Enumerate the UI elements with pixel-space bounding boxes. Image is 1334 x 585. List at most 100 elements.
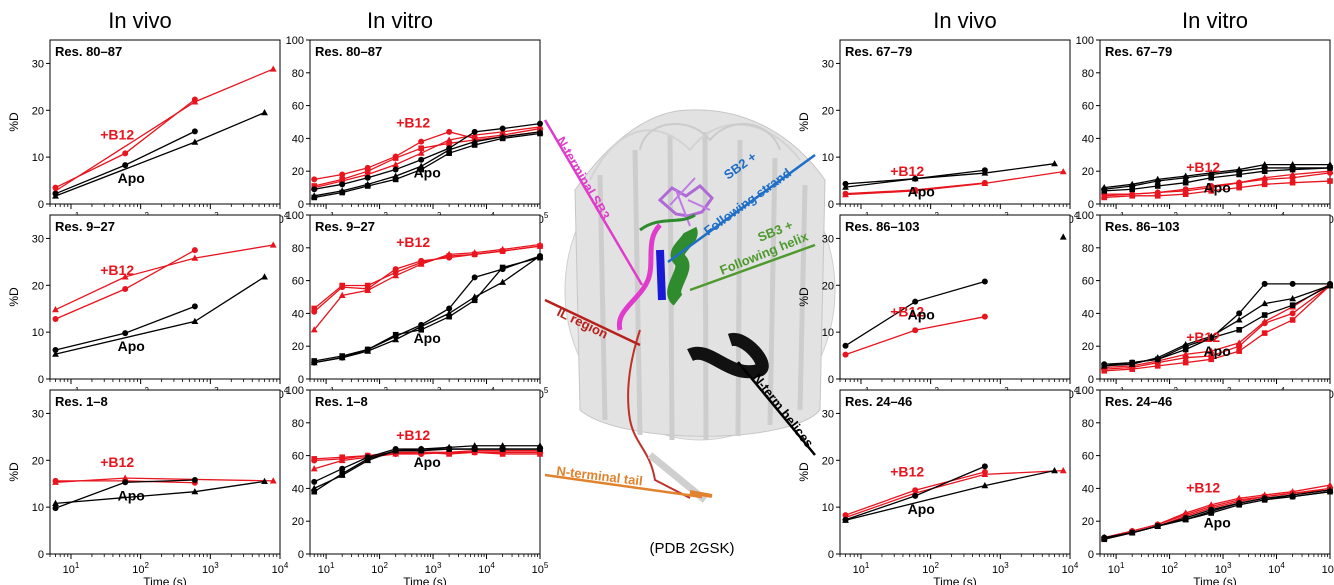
data-point [1289, 280, 1296, 287]
y-tick-label: 30 [822, 408, 834, 420]
y-tick-label: 100 [1076, 35, 1094, 47]
series-line [845, 163, 1055, 188]
x-tick-label: 101 [318, 561, 335, 576]
data-point [52, 316, 59, 323]
header-right-in-vitro: In vitro [1182, 8, 1248, 33]
data-point [1261, 312, 1268, 318]
data-point [1154, 523, 1161, 529]
data-point [364, 282, 371, 289]
data-point [471, 274, 478, 281]
data-point [1327, 165, 1333, 171]
y-tick-label: 40 [292, 133, 304, 145]
data-point [981, 169, 989, 176]
data-point [1182, 516, 1189, 523]
data-point [122, 286, 129, 293]
data-point [471, 446, 478, 452]
data-point [446, 451, 452, 457]
data-point [191, 303, 198, 310]
y-tick-label: 100 [1076, 385, 1094, 397]
data-point [1101, 188, 1108, 194]
data-point [1261, 318, 1269, 325]
apo-annotation: Apo [414, 330, 441, 346]
x-axis-label: Time (s) [933, 575, 977, 585]
data-point [1261, 174, 1269, 181]
data-point [499, 278, 507, 285]
data-point [339, 353, 345, 359]
data-point [1208, 188, 1214, 194]
y-tick-label: 100 [286, 385, 304, 397]
data-point [1101, 363, 1108, 369]
data-point [1101, 194, 1108, 201]
panel-title: Res. 67–79 [845, 44, 912, 59]
data-point [1235, 165, 1243, 173]
data-point [418, 327, 424, 333]
data-point [418, 166, 424, 173]
data-point [191, 317, 199, 324]
data-point [471, 142, 478, 148]
data-point [269, 477, 277, 484]
data-point [537, 254, 543, 261]
data-point [1154, 356, 1161, 363]
data-point [311, 358, 318, 364]
y-tick-label: 30 [822, 58, 834, 70]
data-point [1182, 191, 1189, 197]
x-axis-label: Time (s) [403, 575, 447, 585]
apo-annotation: Apo [1204, 179, 1231, 195]
data-point [1059, 233, 1067, 240]
x-tick-label: 104 [1268, 561, 1285, 576]
data-point [1208, 356, 1214, 363]
data-point [1129, 359, 1135, 366]
data-point [911, 187, 919, 194]
data-point [446, 305, 453, 312]
data-point [338, 291, 346, 298]
data-point [912, 298, 919, 305]
data-point [1051, 160, 1058, 167]
data-point [364, 174, 371, 181]
data-point [191, 128, 198, 135]
y-tick-label: 20 [822, 455, 834, 467]
apo-annotation: Apo [1204, 343, 1231, 359]
y-tick-label: 30 [32, 233, 44, 245]
y-tick-label: 40 [292, 308, 304, 320]
data-point [311, 194, 318, 201]
b12-annotation: +B12 [1186, 479, 1220, 495]
data-point [1261, 161, 1269, 168]
data-point [418, 447, 424, 454]
y-tick-label: 0 [298, 374, 304, 386]
data-point [417, 149, 425, 156]
panel-title: Res. 9–27 [315, 219, 375, 234]
data-point [1235, 339, 1243, 346]
y-tick-label: 100 [1076, 210, 1094, 222]
data-point [392, 176, 399, 183]
y-axis-label: %D [7, 287, 21, 307]
data-point [471, 297, 478, 304]
data-point [418, 145, 424, 152]
chart-panel: 0 10 20 30 101 102 103 104 Res. 1–8 %D Time (s) +B1… [7, 389, 289, 585]
data-point [1101, 368, 1108, 374]
y-tick-label: 80 [1082, 68, 1094, 80]
data-point [1289, 170, 1297, 178]
data-point [418, 259, 424, 266]
data-point [471, 128, 478, 135]
data-point [912, 327, 919, 334]
data-point [1129, 186, 1135, 193]
data-point [311, 456, 318, 462]
data-point [339, 470, 345, 477]
data-point [499, 125, 506, 132]
y-tick-label: 40 [1082, 483, 1094, 495]
b12-annotation: +B12 [890, 463, 924, 479]
data-point [311, 183, 318, 189]
data-point [1208, 174, 1214, 181]
data-point [52, 192, 59, 199]
data-point [537, 451, 543, 457]
data-point [1182, 346, 1189, 353]
data-point [418, 156, 425, 163]
data-point [52, 306, 59, 313]
data-point [1261, 181, 1268, 188]
y-tick-label: 20 [32, 455, 44, 467]
data-point [1236, 310, 1243, 317]
x-tick-label: 104 [1062, 561, 1079, 576]
data-point [311, 176, 318, 183]
